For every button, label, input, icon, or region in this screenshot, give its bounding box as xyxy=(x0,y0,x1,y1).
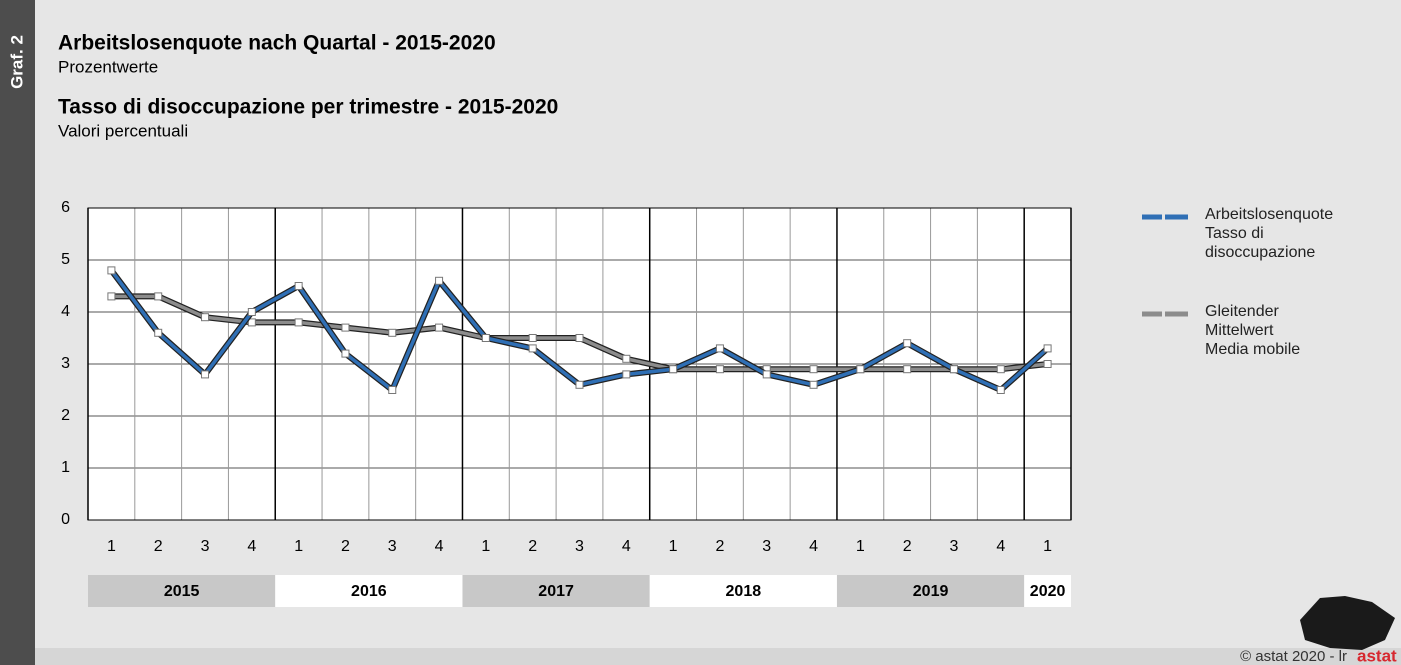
x-tick-label: 2 xyxy=(715,538,724,555)
x-tick-label: 1 xyxy=(669,538,678,555)
point-marker xyxy=(247,308,256,316)
point-marker xyxy=(715,344,724,353)
point-marker xyxy=(388,328,397,337)
legend-entry: Gleitender Mittelwert Media mobile xyxy=(1205,303,1301,358)
point-marker xyxy=(341,323,350,332)
year-label: 2018 xyxy=(726,583,762,600)
point-marker xyxy=(809,380,818,389)
point-marker xyxy=(481,334,490,342)
x-tick-label: 2 xyxy=(528,538,537,555)
point-marker xyxy=(294,282,303,290)
legend-label: Gleitender Mittelwert Media mobile xyxy=(1205,303,1301,358)
year-cell xyxy=(649,575,837,607)
x-tick-label: 1 xyxy=(107,538,116,555)
point-marker xyxy=(949,365,958,374)
footer-band xyxy=(35,648,1401,665)
x-tick-label: 3 xyxy=(201,538,210,555)
point-marker xyxy=(341,349,350,358)
logo: astat xyxy=(1300,596,1397,665)
x-tick-label: 2 xyxy=(341,538,350,555)
point-marker xyxy=(903,339,912,348)
point-marker xyxy=(996,386,1005,394)
point-marker xyxy=(435,323,444,332)
point-marker xyxy=(294,318,303,327)
x-tick-label: 2 xyxy=(154,538,163,555)
x-tick-label: 4 xyxy=(435,538,444,555)
y-tick-label: 0 xyxy=(61,511,70,528)
point-marker xyxy=(201,370,210,379)
year-cell xyxy=(88,575,276,607)
x-tick-label: 4 xyxy=(622,538,631,555)
year-cell xyxy=(836,575,1025,607)
chart-subtitle-it: Valori percentuali xyxy=(58,121,188,140)
logo-shape xyxy=(1300,596,1395,650)
point-marker xyxy=(528,344,537,353)
year-cell xyxy=(275,575,463,607)
point-marker xyxy=(622,370,631,379)
year-cell xyxy=(1024,575,1071,607)
y-tick-label: 5 xyxy=(61,251,70,268)
side-strip xyxy=(0,0,35,665)
point-marker xyxy=(528,334,537,342)
point-marker xyxy=(1043,360,1052,368)
point-marker xyxy=(154,292,163,301)
point-marker xyxy=(622,354,631,363)
y-tick-label: 1 xyxy=(61,459,70,476)
point-marker xyxy=(1043,344,1052,353)
point-marker xyxy=(107,266,116,275)
y-tick-label: 6 xyxy=(61,199,70,216)
point-marker xyxy=(856,365,865,374)
plot-frame xyxy=(87,207,1072,521)
legend-entry: Arbeitslosenquote Tasso di disoccupazion… xyxy=(1205,206,1334,261)
x-tick-label: 4 xyxy=(247,538,256,555)
y-tick-label: 3 xyxy=(61,355,70,372)
x-tick-label: 2 xyxy=(903,538,912,555)
point-marker xyxy=(107,292,116,301)
x-tick-label: 3 xyxy=(388,538,397,555)
x-tick-label: 1 xyxy=(856,538,865,555)
point-marker xyxy=(762,370,771,379)
x-tick-label: 1 xyxy=(481,538,490,555)
point-marker xyxy=(809,365,818,374)
x-tick-label: 4 xyxy=(809,538,818,555)
year-cell xyxy=(462,575,650,607)
x-tick-label: 1 xyxy=(1043,538,1052,555)
x-tick-label: 1 xyxy=(294,538,303,555)
point-marker xyxy=(247,318,256,327)
point-marker xyxy=(715,365,724,374)
legend-label: Arbeitslosenquote Tasso di disoccupazion… xyxy=(1205,206,1334,261)
x-tick-label: 4 xyxy=(996,538,1005,555)
year-label: 2020 xyxy=(1030,583,1066,600)
point-marker xyxy=(388,386,397,394)
point-marker xyxy=(154,328,163,337)
point-marker xyxy=(575,334,584,342)
point-marker xyxy=(903,365,912,374)
point-marker xyxy=(669,365,678,374)
x-tick-label: 3 xyxy=(762,538,771,555)
point-marker xyxy=(435,276,444,285)
point-marker xyxy=(575,380,584,389)
logo-text: astat xyxy=(1357,646,1397,665)
year-label: 2019 xyxy=(913,583,949,600)
chart-title: Arbeitslosenquote nach Quartal - 2015-20… xyxy=(58,32,496,55)
x-tick-label: 3 xyxy=(575,538,584,555)
point-marker xyxy=(201,313,210,322)
chart-title-it: Tasso di disoccupazione per trimestre - … xyxy=(58,96,558,119)
y-tick-label: 4 xyxy=(61,303,70,320)
point-marker xyxy=(996,365,1005,374)
side-label: Graf. 2 xyxy=(7,35,26,89)
year-label: 2016 xyxy=(351,583,387,600)
chart-subtitle: Prozentwerte xyxy=(58,57,158,76)
footer: © astat 2020 - lr xyxy=(1240,648,1347,665)
y-tick-label: 2 xyxy=(61,407,70,424)
year-label: 2015 xyxy=(164,583,200,600)
x-tick-label: 3 xyxy=(950,538,959,555)
year-label: 2017 xyxy=(538,583,574,600)
